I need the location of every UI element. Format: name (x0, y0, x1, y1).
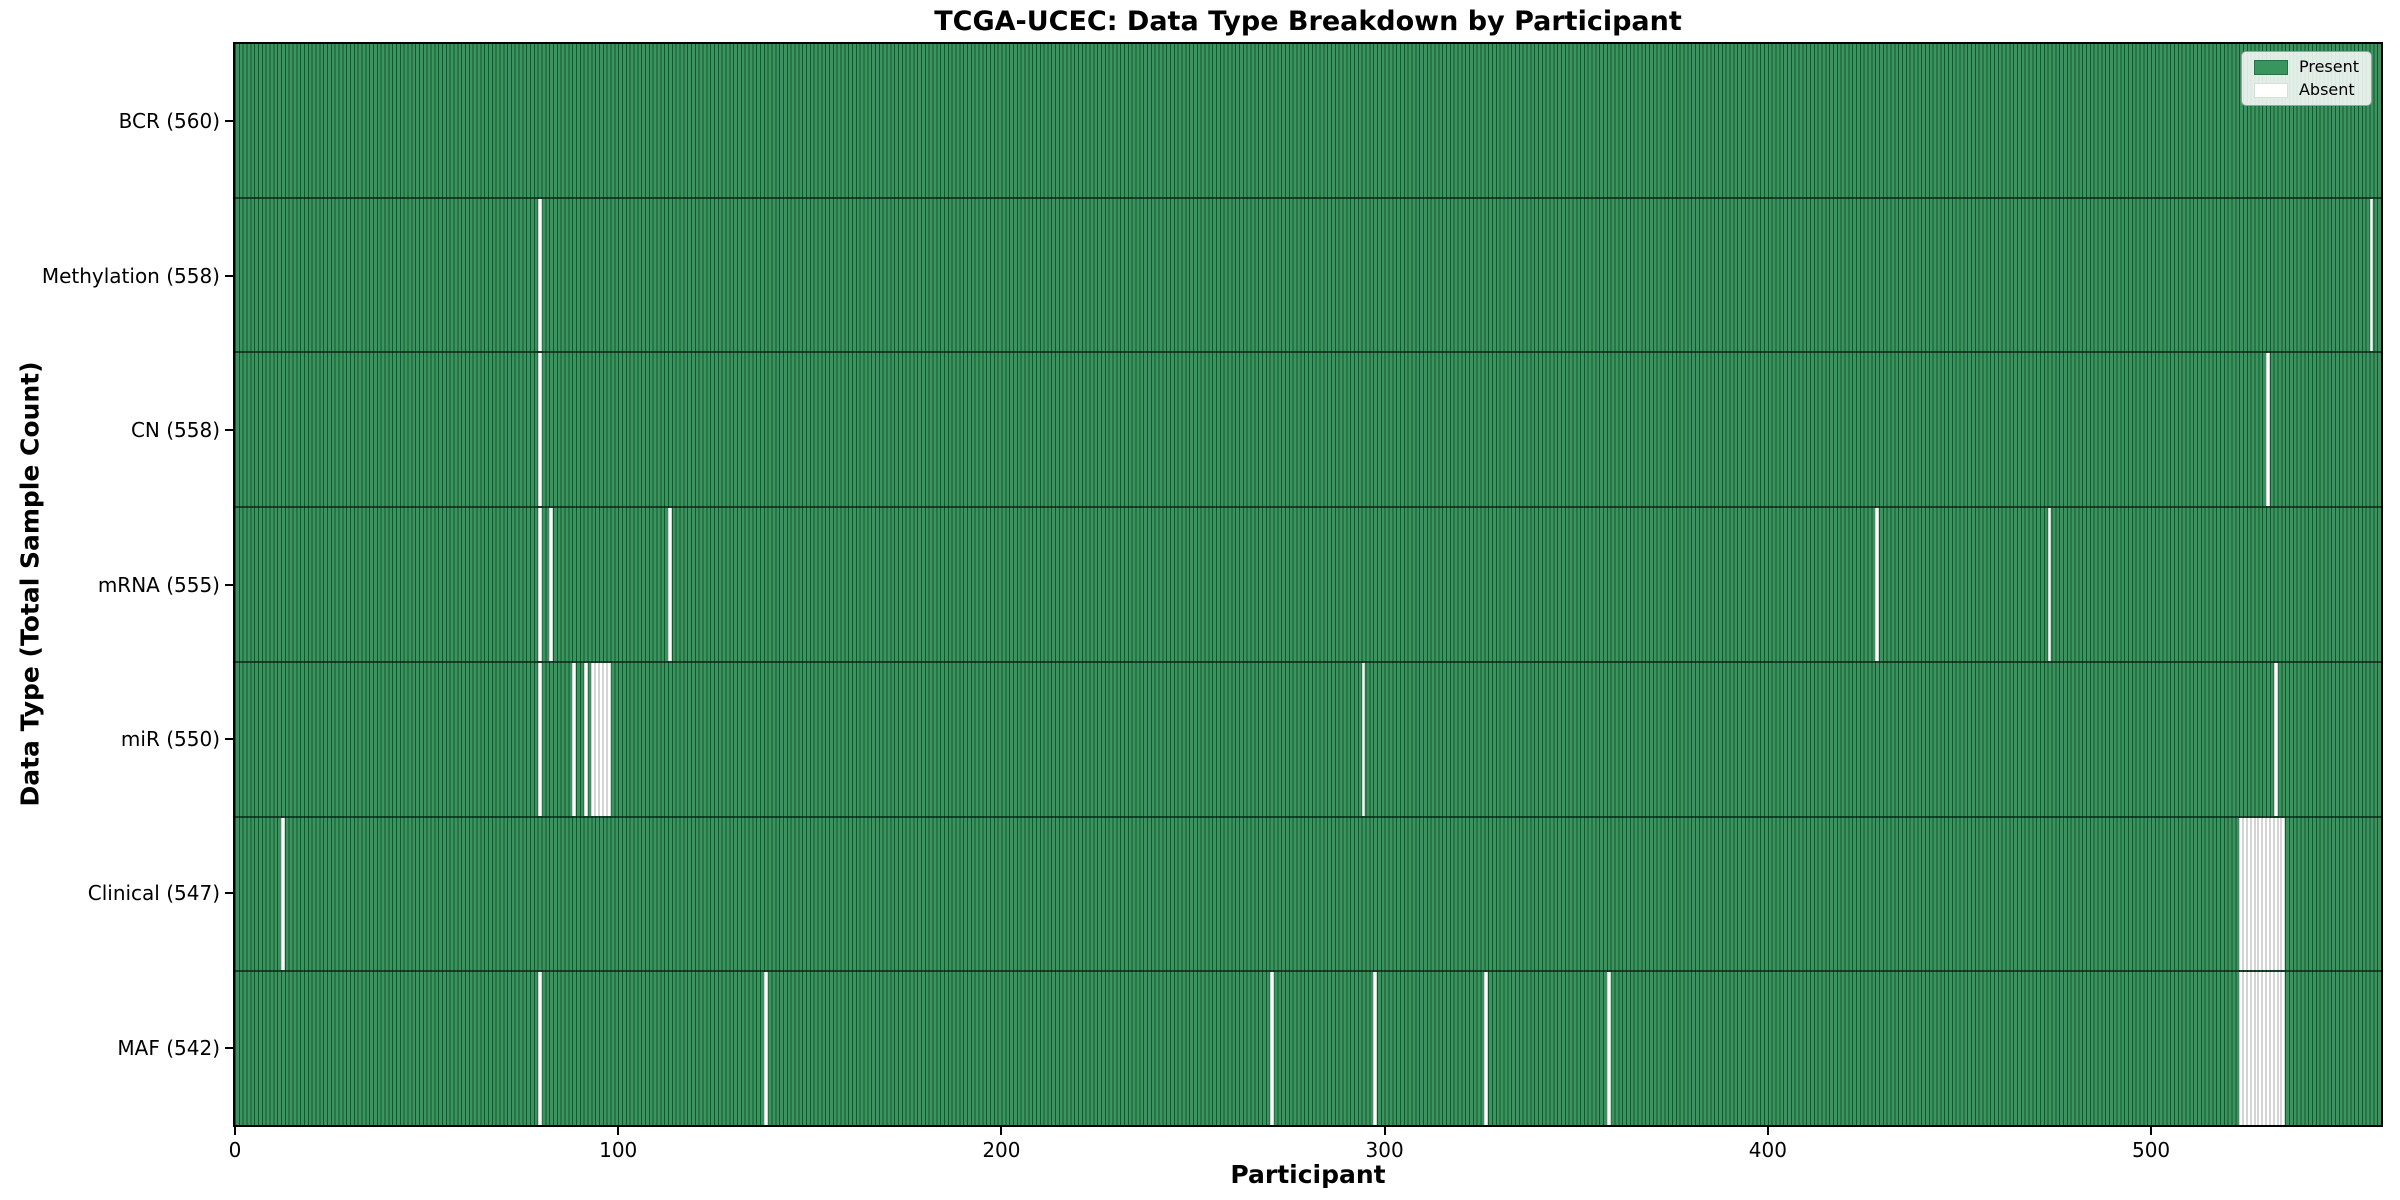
absent-gap (2239, 972, 2244, 1126)
x-tick-label: 500 (2131, 1138, 2171, 1162)
absent-gap (1269, 972, 1274, 1126)
y-tick-label: BCR (560) (118, 109, 220, 134)
absent-gap (2254, 817, 2259, 971)
absent-gap (2258, 972, 2263, 1126)
legend-absent-label: Absent (2298, 80, 2355, 99)
absent-gap (1484, 972, 1489, 1126)
absent-gap (549, 508, 554, 661)
y-tick-label: CN (558) (130, 418, 220, 443)
x-tick-label: 400 (1748, 1138, 1787, 1162)
x-tick-mark (234, 1127, 236, 1135)
x-tick-label: 0 (228, 1138, 242, 1162)
absent-gap (2281, 817, 2286, 971)
absent-gap (2262, 972, 2267, 1126)
absent-gap (2250, 972, 2255, 1126)
row-clinical (235, 815, 2381, 971)
row-methylation (235, 196, 2381, 352)
absent-gap (1606, 972, 1611, 1126)
y-tick-mark (225, 120, 233, 123)
x-tick-mark (1383, 1127, 1386, 1135)
x-tick-mark (1766, 1127, 1769, 1135)
absent-gap (2246, 817, 2251, 971)
x-tick-mark (2150, 1127, 2153, 1135)
legend-present-label: Present (2298, 57, 2359, 76)
absent-gap (2243, 817, 2247, 971)
x-tick-mark (617, 1127, 620, 1135)
y-tick-mark (225, 274, 233, 277)
absent-gap (2246, 972, 2251, 1126)
absent-gap (606, 662, 611, 816)
absent-gap (2254, 972, 2259, 1126)
y-tick-label: Clinical (547) (87, 881, 220, 906)
row-cn (235, 351, 2381, 507)
absent-gap (2047, 508, 2052, 661)
absent-gap (1875, 508, 1879, 661)
absent-gap (763, 972, 768, 1126)
absent-gap (2266, 817, 2270, 971)
y-tick-mark (225, 429, 233, 432)
x-tick-mark (1000, 1127, 1003, 1135)
absent-gap (2243, 972, 2247, 1126)
absent-gap (2273, 817, 2278, 971)
y-tick-label: MAF (542) (117, 1035, 220, 1060)
x-tick-label: 200 (982, 1138, 1021, 1162)
absent-gap (537, 353, 542, 507)
absent-gap (537, 508, 542, 661)
absent-gap (2281, 972, 2286, 1126)
y-tick-mark (225, 1046, 233, 1049)
absent-gap (280, 817, 285, 971)
x-tick-label: 100 (599, 1138, 638, 1162)
x-axis-label: Participant (1230, 1160, 1386, 1189)
row-maf (235, 970, 2381, 1126)
absent-gap (2273, 662, 2278, 816)
absent-gap (2250, 817, 2255, 971)
absent-gap (537, 198, 542, 352)
absent-gap (2266, 353, 2270, 507)
absent-gap (2239, 817, 2244, 971)
y-tick-mark (225, 737, 233, 740)
y-tick-label: mRNA (555) (97, 572, 220, 597)
absent-gap (2262, 817, 2267, 971)
absent-gap (537, 972, 542, 1126)
absent-gap (1361, 662, 1366, 816)
absent-gap (668, 508, 672, 661)
absent-gap (2258, 817, 2263, 971)
legend: Present Absent (2240, 51, 2372, 106)
y-tick-label: Methylation (558) (41, 263, 220, 288)
y-tick-label: miR (550) (120, 726, 220, 751)
absent-gap (2277, 817, 2282, 971)
absent-gap (591, 662, 596, 816)
absent-gap (572, 662, 577, 816)
row-mir (235, 660, 2381, 816)
absent-gap (2269, 817, 2274, 971)
row-bcr (235, 44, 2381, 197)
absent-gap (2369, 198, 2374, 352)
absent-gap (602, 662, 607, 816)
absent-gap (583, 662, 588, 816)
absent-gap (2266, 972, 2270, 1126)
absent-gap (537, 662, 542, 816)
absent-gap (1373, 972, 1377, 1126)
y-tick-mark (225, 892, 233, 895)
absent-swatch-icon (2253, 82, 2288, 98)
present-swatch-icon (2253, 59, 2288, 75)
x-tick-label: 300 (1365, 1138, 1404, 1162)
plot-area: Present Absent (233, 42, 2383, 1127)
absent-gap (2269, 972, 2274, 1126)
absent-gap (2273, 972, 2278, 1126)
absent-gap (595, 662, 600, 816)
legend-item-absent: Absent (2253, 80, 2359, 99)
chart-title: TCGA-UCEC: Data Type Breakdown by Partic… (934, 6, 1682, 37)
y-tick-mark (225, 583, 233, 586)
row-mrna (235, 506, 2381, 661)
absent-gap (599, 662, 603, 816)
legend-item-present: Present (2253, 57, 2359, 76)
absent-gap (2277, 972, 2282, 1126)
